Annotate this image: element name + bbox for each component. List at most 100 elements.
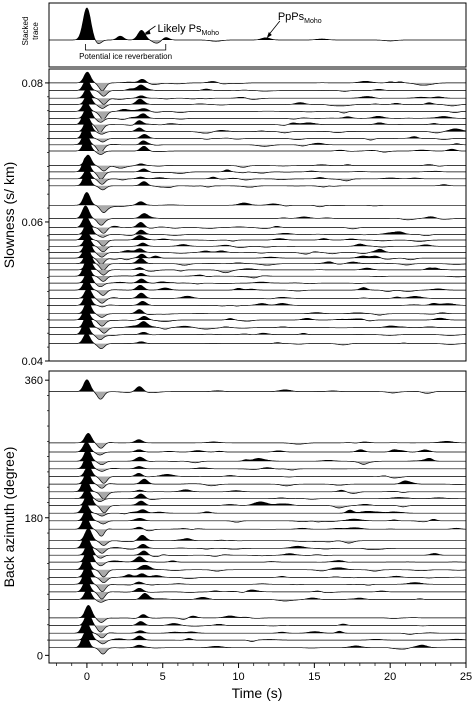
slowness-trace-series (49, 71, 467, 349)
slowness-trace-negative-fill (49, 90, 466, 97)
backazimuth-tick-label: 180 (25, 513, 43, 525)
stacked-trace-series (49, 7, 466, 44)
backazimuth-trace-positive-fill (49, 503, 466, 514)
slowness-trace-negative-fill (49, 246, 466, 252)
slowness-trace-positive-fill (49, 172, 466, 186)
time-xlabel: Time (s) (232, 685, 283, 701)
backazimuth-tick-label: 360 (25, 375, 43, 387)
backazimuth-trace-positive-fill (49, 473, 466, 485)
backazimuth-trace (49, 488, 466, 502)
time-tick-label: 15 (308, 671, 320, 683)
slowness-trace-positive-fill (49, 220, 466, 235)
backazimuth-trace-negative-fill (49, 548, 466, 554)
slowness-trace-negative-fill (49, 118, 466, 123)
stacked-trace-line (49, 7, 466, 44)
slowness-trace-line (49, 287, 466, 304)
slowness-trace-positive-fill (49, 236, 466, 247)
backazimuth-trace-positive-fill (49, 619, 466, 634)
slowness-trace-negative-fill (49, 178, 466, 185)
ice-reverberation-bracket: Potential ice reverberation (79, 44, 172, 61)
backazimuth-trace-positive-fill (49, 563, 466, 578)
likely-ps-arrowhead (143, 30, 151, 35)
backazimuth-trace-negative-fill (49, 625, 466, 632)
backazimuth-trace-positive-fill (49, 454, 466, 469)
slowness-tick-label: 0.06 (22, 217, 43, 229)
backazimuth-trace (49, 491, 466, 514)
slowness-trace (49, 333, 466, 349)
ice-bracket-line (84, 44, 167, 51)
slowness-trace (49, 238, 466, 258)
slowness-trace (49, 105, 466, 123)
slowness-trace (49, 117, 467, 135)
stacked-ylabel-line-1: Stacked (21, 17, 30, 46)
backazimuth-trace (49, 605, 466, 623)
slowness-trace (49, 321, 466, 341)
backazimuth-trace-positive-fill (49, 633, 466, 648)
backazimuth-trace-negative-fill (49, 640, 466, 644)
backazimuth-trace-line (49, 569, 466, 592)
backazimuth-trace-negative-fill (49, 529, 466, 537)
slowness-trace-positive-fill (49, 94, 466, 105)
backazimuth-trace (49, 528, 466, 546)
backazimuth-trace-positive-fill (49, 466, 466, 477)
slowness-trace (49, 154, 466, 172)
slowness-trace-positive-fill (49, 321, 466, 335)
slowness-tick-label: 0.04 (22, 356, 43, 368)
slowness-trace-line (49, 136, 466, 155)
backazimuth-trace-positive-fill (49, 569, 466, 585)
backazimuth-trace-negative-fill (49, 513, 466, 516)
ppps-label: PpPsMoho (278, 11, 322, 25)
backazimuth-trace (49, 579, 466, 600)
backazimuth-trace-negative-fill (49, 562, 466, 566)
time-tick-label: 25 (460, 671, 472, 683)
slowness-trace-positive-fill (49, 117, 466, 132)
time-tick-label: 10 (232, 671, 244, 683)
slowness-trace (49, 230, 466, 247)
slowness-trace-line (49, 169, 466, 185)
slowness-trace (49, 156, 466, 180)
backazimuth-trace-positive-fill (49, 542, 466, 556)
backazimuth-trace-positive-fill (49, 613, 466, 626)
slowness-trace-positive-fill (49, 292, 466, 306)
backazimuth-trace-positive-fill (49, 626, 466, 641)
backazimuth-trace-line (49, 454, 466, 472)
backazimuth-trace-line (49, 626, 466, 645)
backazimuth-trace-negative-fill (49, 540, 466, 546)
ppps-arrowhead (266, 32, 272, 38)
slowness-trace (49, 169, 466, 185)
slowness-trace-negative-fill (49, 104, 466, 109)
slowness-trace-line (49, 249, 467, 271)
backazimuth-trace (49, 454, 466, 472)
slowness-y-ticks: 0.04 0.06 0.08 (22, 78, 49, 368)
time-tick-label: 20 (384, 671, 396, 683)
slowness-trace (49, 192, 466, 213)
slowness-trace-line (49, 308, 466, 327)
backazimuth-trace-line (49, 441, 466, 456)
backazimuth-trace-negative-fill (49, 461, 466, 465)
slowness-trace-negative-fill (49, 131, 466, 135)
backazimuth-trace-line (49, 612, 466, 633)
backazimuth-trace-line (49, 507, 466, 525)
backazimuth-trace-positive-fill (49, 555, 466, 570)
slowness-panel: Slowness (s/ km) 0.04 0.06 0.08 (1, 68, 467, 368)
backazimuth-trace-line (49, 465, 466, 484)
ppps-subscript: Moho (304, 18, 322, 25)
slowness-trace (49, 88, 466, 105)
slowness-trace-positive-fill (49, 102, 466, 112)
slowness-trace (49, 271, 466, 288)
slowness-trace (49, 258, 466, 276)
slowness-trace-line (49, 279, 466, 296)
backazimuth-trace-negative-fill (49, 577, 466, 583)
slowness-trace-line (49, 93, 466, 109)
time-x-ticks: 0 5 10 15 20 25 (56, 663, 472, 683)
slowness-trace (49, 247, 466, 265)
backazimuth-trace (49, 502, 466, 517)
slowness-trace-negative-fill (49, 252, 466, 258)
backazimuth-trace (49, 555, 466, 578)
slowness-trace-negative-fill (49, 234, 466, 238)
backazimuth-trace (49, 507, 466, 525)
backazimuth-trace (49, 472, 467, 489)
slowness-tick-label: 0.08 (22, 78, 43, 90)
backazimuth-trace (49, 379, 466, 400)
slowness-trace (49, 308, 466, 327)
